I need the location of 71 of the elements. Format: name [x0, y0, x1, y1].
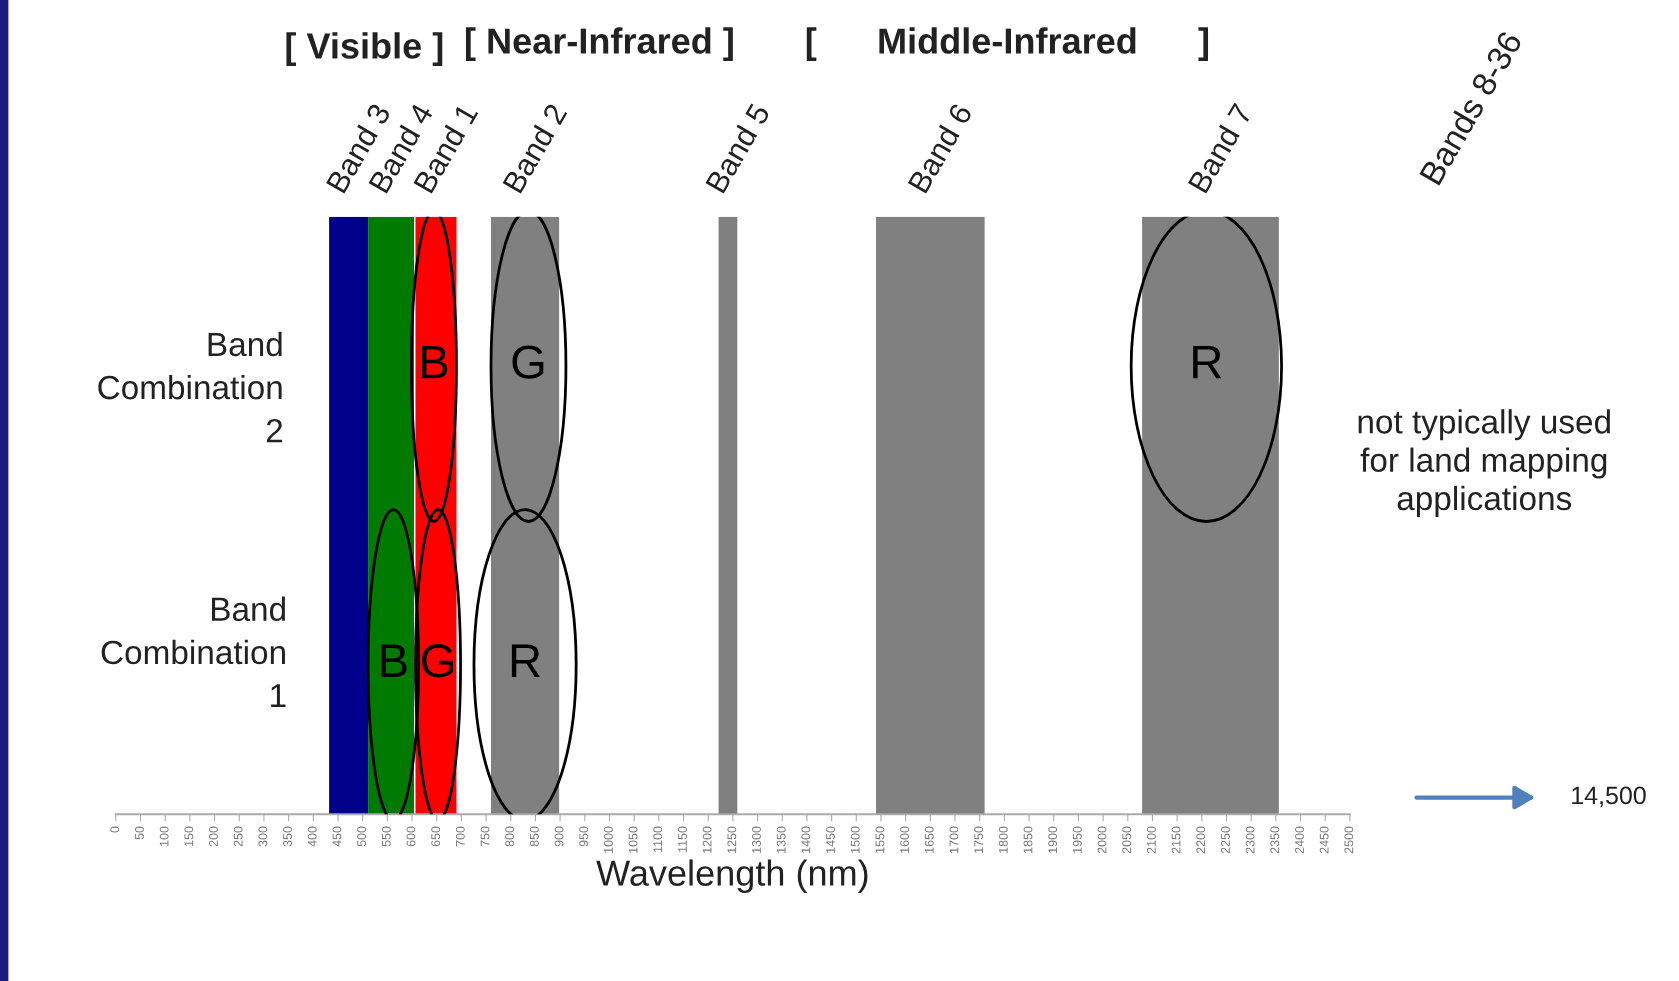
annotation: [ Visible ]	[286, 32, 443, 66]
x-tick-label: 1650	[924, 826, 934, 853]
x-tick-label: 350	[283, 826, 292, 847]
x-tick-label: 600	[406, 826, 416, 847]
x-tick-label: 1200	[702, 826, 712, 853]
bar	[876, 216, 985, 815]
x-tick-label: 1450	[826, 826, 835, 853]
x-tick-label: 700	[455, 826, 465, 847]
x-tick-label: 850	[529, 826, 539, 847]
x-tick-label: 2000	[1097, 826, 1107, 854]
x-tick-label: 2250	[1221, 826, 1230, 854]
x-tick-label: 1000	[603, 826, 613, 853]
bar	[368, 216, 414, 815]
x-tick-label: 650	[431, 826, 441, 847]
x-tick-label: 300	[258, 826, 268, 847]
annotation: R	[1193, 345, 1222, 379]
x-tick-label: 1350	[776, 826, 786, 853]
annotation: [ Near-Infrared ]	[465, 27, 733, 61]
x-tick-label: 1750	[974, 826, 984, 853]
x-tick-label: 1600	[900, 826, 910, 853]
x-tick-label: 1250	[727, 826, 737, 853]
x-tick-label: 2400	[1295, 826, 1304, 854]
bar	[718, 216, 738, 815]
x-tick-label: 750	[480, 826, 490, 847]
x-tick-label: 150	[184, 826, 194, 846]
x-axis-title: Wavelength (nm)	[596, 859, 868, 894]
x-tick-label: 100	[159, 826, 169, 846]
x-tick-label: 2300	[1245, 826, 1255, 854]
x-tick-label: 800	[505, 826, 515, 847]
x-tick-label: 2200	[1196, 826, 1206, 854]
annotation: R	[511, 644, 540, 678]
x-tick-label: 2150	[1171, 826, 1181, 854]
x-tick-label: 900	[554, 826, 564, 847]
bar	[491, 216, 560, 815]
text: not typically used for land mapping applications	[1358, 409, 1610, 517]
text: 14,500	[1572, 786, 1646, 808]
annotation: G	[512, 345, 544, 379]
x-tick-label: 1150	[678, 826, 687, 852]
x-tick-label: 50	[135, 826, 144, 840]
annotation: [ Middle-Infrared ]	[806, 27, 1209, 61]
x-tick-label: 1400	[801, 826, 811, 853]
x-tick-label: 1850	[1023, 826, 1033, 853]
x-tick-label: 2100	[1146, 826, 1156, 854]
x-tick-label: 2050	[1122, 826, 1132, 854]
x-tick-label: 1300	[752, 826, 761, 853]
annotation: Band Combination 1	[101, 596, 286, 708]
x-tick-label: 200	[209, 826, 218, 847]
x-tick-label: 2450	[1319, 826, 1329, 854]
x-tick-label: 550	[381, 826, 391, 847]
x-tick-label: 1900	[1048, 826, 1058, 853]
x-tick-label: 450	[332, 826, 342, 847]
annotation: Band Combination 2	[98, 331, 283, 443]
x-tick-label: 1950	[1072, 826, 1082, 853]
x-tick-label: 500	[357, 826, 367, 847]
x-tick-label: 0	[110, 826, 120, 833]
x-tick-label: 950	[579, 826, 589, 847]
x-tick-label: 250	[233, 826, 243, 847]
x-tick-label: 400	[307, 826, 317, 847]
x-tick-label: 1800	[998, 826, 1008, 853]
annotation: B	[422, 345, 448, 379]
x-tick-label: 1700	[949, 826, 959, 853]
x-tick-label: 1550	[875, 826, 885, 853]
bar	[329, 216, 369, 815]
x-tick-label: 1050	[628, 826, 638, 853]
x-tick-label: 1100	[653, 826, 663, 852]
bar	[1142, 216, 1279, 815]
annotation: B	[381, 644, 407, 678]
x-tick-label: 2500	[1344, 826, 1354, 854]
x-tick-label: 1500	[850, 826, 860, 853]
x-tick-label: 2350	[1270, 826, 1280, 854]
annotation: G	[422, 644, 453, 678]
